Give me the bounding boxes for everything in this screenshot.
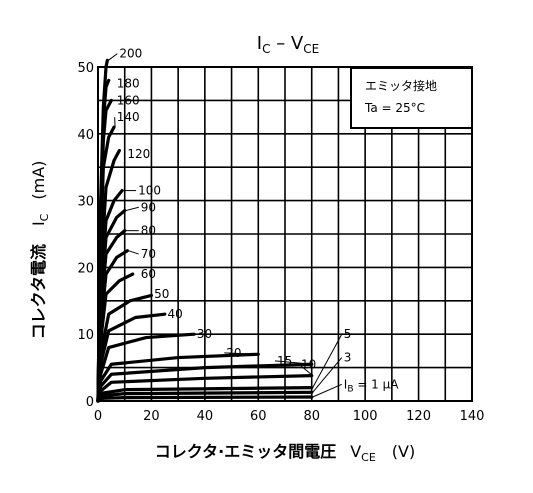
x-tick-label: 140: [460, 409, 485, 424]
curve-label: 120: [127, 147, 150, 161]
y-tick-label: 40: [77, 128, 94, 143]
curve-label: 60: [141, 267, 156, 281]
curve-label: 5: [344, 327, 352, 341]
label-leader: [313, 384, 342, 397]
label-leader: [128, 251, 138, 254]
curve-label: 40: [167, 307, 182, 321]
label-leader: [126, 207, 139, 210]
x-tick-label: 60: [250, 409, 267, 424]
curve-label: 50: [154, 287, 169, 301]
legend-line-1: エミッタ接地: [365, 78, 437, 93]
y-tick-label: 10: [77, 328, 94, 343]
y-tick-label: 30: [77, 195, 94, 210]
curve-label: 80: [141, 224, 156, 238]
chart-title: IC – VCE: [257, 33, 319, 56]
curve-label: 100: [138, 184, 161, 198]
x-tick-label: 20: [143, 409, 160, 424]
label-leader: [313, 334, 342, 387]
curve-label: 200: [119, 47, 142, 61]
legend-box: エミッタ接地 Ta = 25°C: [351, 68, 472, 128]
y-tick-label: 50: [77, 61, 94, 76]
curve-label: IB = 1 μA: [344, 377, 400, 394]
curve-label: 180: [117, 77, 140, 91]
legend-frame: [351, 68, 472, 128]
legend-line-2: Ta = 25°C: [364, 101, 425, 115]
y-tick-label: 0: [86, 395, 94, 410]
curve-label: 140: [117, 110, 140, 124]
y-tick-label: 20: [77, 261, 94, 276]
x-tick-label: 40: [197, 409, 214, 424]
x-tick-label: 0: [94, 409, 102, 424]
curve-label: 90: [141, 200, 156, 214]
x-tick-label: 100: [353, 409, 378, 424]
curve-label: 160: [117, 93, 140, 107]
curve-label: 3: [344, 351, 352, 365]
x-tick-label: 120: [406, 409, 431, 424]
label-leader: [313, 358, 342, 393]
curve-label: 10: [301, 357, 316, 371]
y-axis-label: コレクタ電流IC(mA): [29, 161, 51, 340]
x-tick-label: 80: [303, 409, 320, 424]
label-leader: [108, 54, 117, 61]
curve-label: 70: [141, 247, 156, 261]
curve-label: 30: [197, 327, 212, 341]
